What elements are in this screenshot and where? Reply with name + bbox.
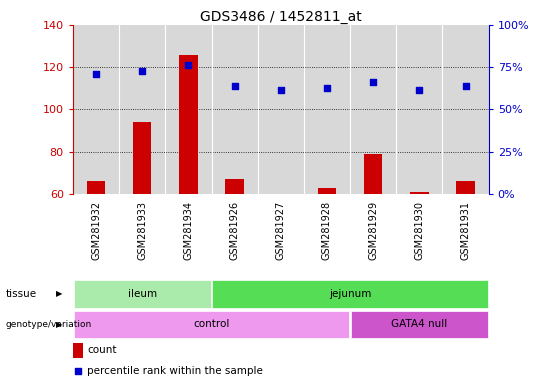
Bar xyxy=(410,192,429,321)
Point xyxy=(461,83,470,89)
Bar xyxy=(73,343,83,358)
Text: ▶: ▶ xyxy=(56,320,62,329)
Text: genotype/variation: genotype/variation xyxy=(5,320,92,329)
Title: GDS3486 / 1452811_at: GDS3486 / 1452811_at xyxy=(200,10,362,24)
Point xyxy=(276,87,285,93)
Bar xyxy=(133,122,151,321)
Point xyxy=(369,79,377,85)
Bar xyxy=(318,188,336,321)
Text: ▶: ▶ xyxy=(56,289,62,298)
Bar xyxy=(456,181,475,321)
Bar xyxy=(74,280,211,308)
Bar xyxy=(212,280,488,308)
Text: control: control xyxy=(193,319,230,329)
Point xyxy=(415,87,424,93)
Bar xyxy=(272,194,290,321)
Text: GSM281930: GSM281930 xyxy=(414,201,424,260)
Text: GSM281933: GSM281933 xyxy=(137,201,147,260)
Point xyxy=(323,85,332,91)
Bar xyxy=(74,311,349,338)
Text: GSM281927: GSM281927 xyxy=(276,201,286,260)
Point xyxy=(138,68,146,74)
Text: GSM281926: GSM281926 xyxy=(230,201,240,260)
Text: count: count xyxy=(87,345,117,355)
Text: GSM281929: GSM281929 xyxy=(368,201,378,260)
Text: GSM281931: GSM281931 xyxy=(461,201,470,260)
Text: tissue: tissue xyxy=(5,289,37,299)
Point xyxy=(73,368,82,374)
Bar xyxy=(87,181,105,321)
Bar xyxy=(351,311,488,338)
Text: GSM281932: GSM281932 xyxy=(91,201,101,260)
Text: jejunum: jejunum xyxy=(329,289,372,299)
Text: ileum: ileum xyxy=(127,289,157,299)
Bar xyxy=(179,55,198,321)
Point xyxy=(184,62,193,68)
Point xyxy=(230,83,239,89)
Point xyxy=(92,71,100,77)
Bar xyxy=(364,154,382,321)
Text: GSM281928: GSM281928 xyxy=(322,201,332,260)
Text: percentile rank within the sample: percentile rank within the sample xyxy=(87,366,264,376)
Bar xyxy=(225,179,244,321)
Text: GATA4 null: GATA4 null xyxy=(392,319,448,329)
Text: GSM281934: GSM281934 xyxy=(184,201,193,260)
